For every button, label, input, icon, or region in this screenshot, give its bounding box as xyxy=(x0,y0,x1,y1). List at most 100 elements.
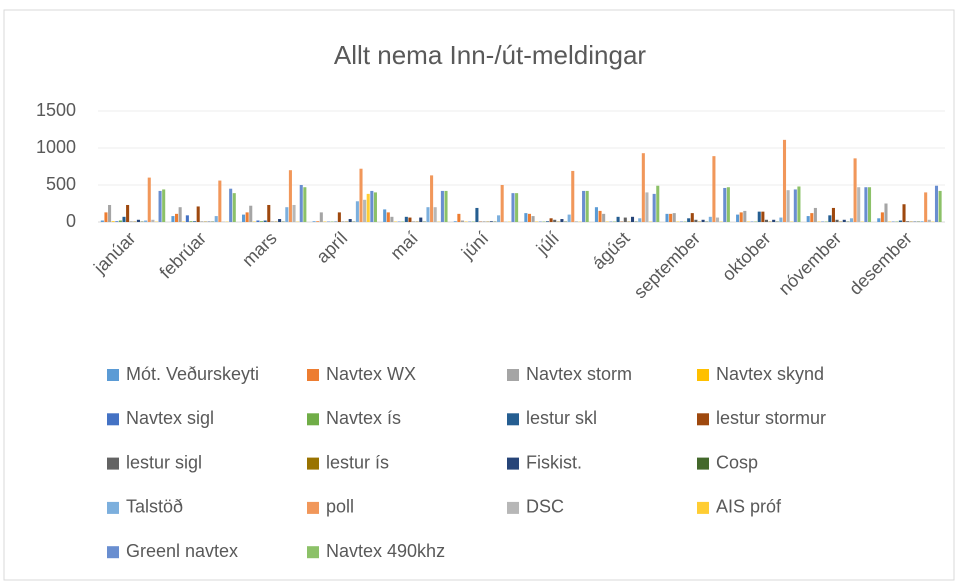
bar xyxy=(630,216,635,222)
bar xyxy=(100,220,104,222)
bar xyxy=(383,209,387,222)
bar xyxy=(430,175,434,222)
bar xyxy=(849,218,854,222)
bar xyxy=(185,215,189,222)
bar xyxy=(571,170,575,222)
bar xyxy=(527,213,531,222)
bar xyxy=(267,204,271,222)
bar xyxy=(782,139,787,222)
bar xyxy=(842,219,846,222)
bar xyxy=(355,201,359,222)
bar xyxy=(104,212,108,222)
legend-label: Mót. Veðurskeyti xyxy=(126,364,259,384)
bar xyxy=(831,207,835,222)
bar xyxy=(319,212,323,222)
bar xyxy=(115,221,119,222)
legend-swatch xyxy=(507,501,519,514)
bar xyxy=(701,219,705,222)
legend-label: Cosp xyxy=(716,452,758,472)
bar xyxy=(665,213,669,222)
bar xyxy=(151,219,155,222)
bar xyxy=(585,190,589,222)
legend-label: Fiskist. xyxy=(526,452,582,472)
bar xyxy=(256,220,260,222)
bar xyxy=(158,190,162,222)
bar xyxy=(690,213,694,222)
bar xyxy=(641,153,645,222)
y-tick-label: 1000 xyxy=(36,137,76,157)
bar xyxy=(453,221,457,222)
bar xyxy=(669,213,673,222)
bar xyxy=(567,214,571,222)
bar xyxy=(545,221,550,222)
bar xyxy=(118,220,122,222)
bar xyxy=(793,189,797,222)
bar xyxy=(864,187,868,222)
bar xyxy=(694,219,698,222)
legend-swatch xyxy=(107,501,119,514)
bar xyxy=(359,168,363,222)
bar xyxy=(111,221,115,222)
legend-swatch xyxy=(307,546,319,559)
bar xyxy=(772,219,776,222)
bar xyxy=(263,220,267,222)
bar xyxy=(444,190,448,222)
bar xyxy=(726,187,730,222)
legend-swatch xyxy=(697,501,709,514)
bar xyxy=(582,190,586,222)
bar xyxy=(178,207,182,222)
bar xyxy=(515,193,519,222)
bar xyxy=(574,221,578,222)
bar xyxy=(924,192,928,222)
legend-swatch xyxy=(307,413,319,426)
bar xyxy=(229,188,233,222)
bar xyxy=(288,170,292,222)
bar xyxy=(638,218,642,222)
bar xyxy=(292,204,296,222)
bar xyxy=(786,190,790,222)
bar xyxy=(260,221,264,222)
bar xyxy=(249,205,253,222)
bar xyxy=(386,212,390,222)
bar xyxy=(853,158,857,222)
bar xyxy=(877,218,881,222)
legend-label: Navtex storm xyxy=(526,364,632,384)
bar xyxy=(810,213,814,222)
bar xyxy=(602,213,606,222)
bar xyxy=(348,219,352,222)
bar xyxy=(337,212,341,222)
bar xyxy=(934,185,939,222)
legend-swatch xyxy=(697,457,709,470)
bar xyxy=(489,221,493,222)
bar xyxy=(241,214,246,222)
bar xyxy=(736,214,740,222)
bar xyxy=(828,215,832,222)
bar xyxy=(835,219,839,222)
legend-swatch xyxy=(507,413,519,426)
bar xyxy=(757,211,761,222)
bar xyxy=(312,221,316,222)
bar xyxy=(524,213,528,222)
legend-swatch xyxy=(107,546,119,559)
legend-label: lestur ís xyxy=(326,452,389,472)
legend-swatch xyxy=(307,457,319,470)
legend-swatch xyxy=(307,369,319,381)
bar xyxy=(739,212,743,222)
legend-label: Navtex sigl xyxy=(126,408,214,428)
legend-label: Talstöð xyxy=(126,497,183,517)
bar xyxy=(373,192,377,222)
bar xyxy=(902,204,906,222)
bar xyxy=(645,192,649,222)
bar xyxy=(303,187,307,222)
bar xyxy=(880,212,884,222)
legend-swatch xyxy=(697,369,709,381)
bar xyxy=(108,204,112,222)
bar xyxy=(122,216,126,222)
bar xyxy=(366,193,370,222)
bar xyxy=(743,210,747,222)
bar xyxy=(806,216,810,222)
bar xyxy=(426,207,430,222)
bar xyxy=(404,216,408,222)
legend-label: Navtex 490khz xyxy=(326,541,445,561)
